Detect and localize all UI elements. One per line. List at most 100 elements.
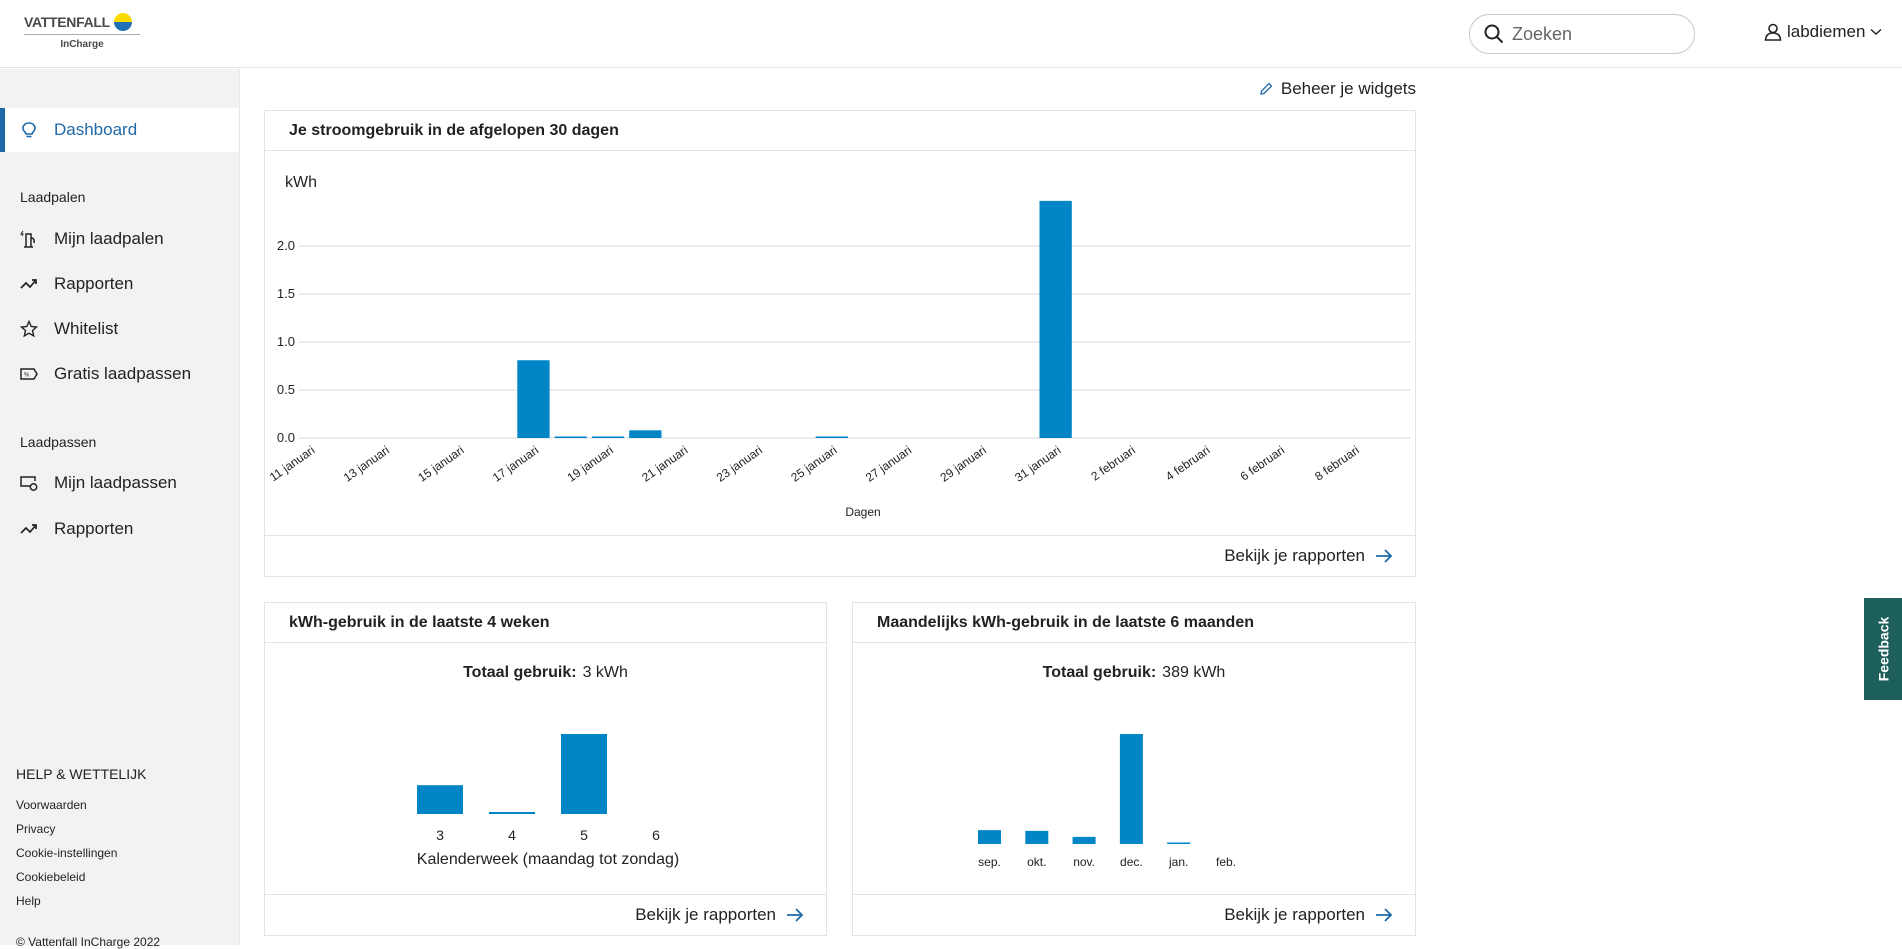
manage-widgets-label: Beheer je widgets (1280, 79, 1416, 98)
x-tick-label: 25 januari (788, 443, 839, 485)
sidebar-item-label: Rapporten (54, 519, 134, 538)
sidebar-item-mijn-laadpassen[interactable]: Mijn laadpassen (0, 461, 239, 505)
y-axis-unit: kWh (285, 174, 317, 191)
help-heading: HELP & WETTELIJK (16, 766, 147, 782)
y-tick-label: 0.5 (277, 382, 295, 397)
top-bar: VATTENFALL InCharge labdiemen (0, 0, 1902, 68)
sidebar-item-dashboard[interactable]: Dashboard (0, 108, 239, 152)
x-axis-title: Dagen (845, 505, 880, 519)
x-tick-label: 11 januari (267, 443, 317, 484)
pencil-icon (1260, 82, 1273, 95)
x-tick-label: 13 januari (341, 443, 392, 485)
sidebar-section-laadpassen: Laadpassen (20, 434, 97, 450)
x-tick-label: 15 januari (415, 443, 466, 485)
bar-18-januari (554, 436, 587, 438)
x-tick-label: 4 februari (1163, 443, 1213, 484)
sidebar-item-mijn-laadpalen[interactable]: Mijn laadpalen (0, 217, 239, 261)
widget-6-months: Maandelijks kWh-gebruik in de laatste 6 … (852, 602, 1416, 936)
sidebar-item-rapporten-laadpassen[interactable]: Rapporten (0, 507, 239, 551)
logo-product: InCharge (60, 39, 104, 50)
bar-week-3 (417, 785, 463, 814)
link-voorwaarden[interactable]: Voorwaarden (16, 798, 87, 812)
username: labdiemen (1787, 22, 1866, 41)
widget-title: Maandelijks kWh-gebruik in de laatste 6 … (853, 603, 1415, 643)
report-link[interactable]: Bekijk je rapporten (265, 894, 826, 935)
monthly-usage-chart: sep. okt. nov. dec. jan. feb. (978, 734, 1236, 869)
trend-icon (20, 279, 37, 289)
feedback-label: Feedback (1875, 616, 1891, 682)
report-link[interactable]: Bekijk je rapporten (853, 894, 1415, 935)
arrow-right-icon (1376, 549, 1393, 563)
x-tick-label: 29 januari (938, 443, 989, 485)
link-cookiebeleid[interactable]: Cookiebeleid (16, 870, 86, 884)
x-tick-label: 4 (508, 827, 516, 843)
total-usage: Totaal gebruik: 389 kWh (853, 664, 1415, 682)
daily-usage-chart: kWh 0.0 0.5 1.0 1.5 2.0 11 januari 13 januari 15… (267, 174, 1410, 519)
arrow-right-icon (1376, 908, 1393, 922)
bar-19-januari (591, 436, 625, 438)
report-link-label: Bekijk je rapporten (1224, 546, 1365, 565)
x-tick-label: 6 (652, 827, 660, 843)
bar-month-okt. (1025, 830, 1049, 844)
x-tick-label: 19 januari (565, 443, 616, 485)
bar-month-sep. (978, 830, 1001, 844)
bar-month-jan. (1167, 842, 1191, 844)
sidebar-item-label: Mijn laadpassen (54, 473, 177, 492)
x-tick-label: nov. (1073, 855, 1095, 869)
bar-20-januari (629, 430, 662, 438)
sidebar-item-label: Rapporten (54, 274, 134, 293)
bar-week-5 (561, 734, 607, 814)
report-link[interactable]: Bekijk je rapporten (265, 535, 1415, 576)
x-tick-label: 21 januari (639, 443, 690, 485)
feedback-tab[interactable]: Feedback (1864, 598, 1902, 700)
y-tick-label: 0.0 (277, 430, 295, 445)
total-label: Totaal gebruik: (1042, 664, 1157, 681)
arrow-right-icon (787, 908, 804, 922)
sidebar-item-label: Mijn laadpalen (54, 229, 164, 248)
y-tick-label: 1.5 (277, 286, 295, 301)
link-cookie-instellingen[interactable]: Cookie-instellingen (16, 846, 118, 860)
widget-title: kWh-gebruik in de laatste 4 weken (265, 603, 826, 643)
search-input[interactable] (1512, 23, 1672, 45)
bar-25-januari (815, 436, 848, 438)
x-tick-label: dec. (1120, 855, 1143, 869)
x-tick-label: 8 februari (1312, 443, 1362, 484)
discount-tag-icon: % (20, 368, 38, 380)
widget-4-weeks: kWh-gebruik in de laatste 4 weken Totaal… (264, 602, 827, 936)
x-tick-label: 17 januari (490, 443, 541, 485)
search-icon (1484, 24, 1504, 44)
x-axis-title: Kalenderweek (maandag tot zondag) (417, 851, 679, 868)
search-box[interactable] (1469, 14, 1695, 54)
x-tick-label: 2 februari (1088, 443, 1138, 484)
svg-text:%: % (24, 373, 30, 379)
sidebar-item-whitelist[interactable]: Whitelist (0, 307, 239, 351)
y-tick-label: 1.0 (277, 334, 295, 349)
total-label: Totaal gebruik: (463, 664, 577, 681)
report-link-label: Bekijk je rapporten (1224, 905, 1365, 924)
x-tick-label: jan. (1168, 855, 1188, 869)
user-menu[interactable]: labdiemen (1764, 22, 1882, 42)
vattenfall-incharge-logo[interactable]: VATTENFALL InCharge (24, 13, 140, 50)
charging-station-icon (20, 230, 35, 248)
lightbulb-icon (22, 122, 36, 138)
x-tick-label: feb. (1216, 855, 1236, 869)
sidebar: Dashboard Laadpalen Mijn laadpalen Rappo… (0, 69, 240, 949)
total-value: 389 kWh (1162, 664, 1226, 681)
x-tick-label: sep. (978, 855, 1001, 869)
star-icon (20, 320, 38, 338)
manage-widgets-link[interactable]: Beheer je widgets (1259, 79, 1416, 99)
link-help[interactable]: Help (16, 894, 41, 908)
widget-title: Je stroomgebruik in de afgelopen 30 dage… (265, 111, 1415, 151)
sidebar-item-gratis-laadpassen[interactable]: % Gratis laadpassen (0, 352, 239, 396)
link-privacy[interactable]: Privacy (16, 822, 56, 836)
sidebar-item-rapporten-laadpalen[interactable]: Rapporten (0, 262, 239, 306)
weekly-usage-chart: 3 4 5 6 Kalenderweek (maandag tot zondag) (417, 734, 679, 868)
total-usage: Totaal gebruik: 3 kWh (265, 664, 826, 682)
bar-month-dec. (1119, 734, 1143, 844)
x-tick-label: 5 (580, 827, 588, 843)
chevron-down-icon (1870, 28, 1882, 35)
total-value: 3 kWh (582, 664, 628, 681)
sidebar-section-laadpalen: Laadpalen (20, 189, 86, 205)
logo-sun-icon (113, 13, 132, 31)
x-tick-label: 27 januari (863, 443, 914, 485)
